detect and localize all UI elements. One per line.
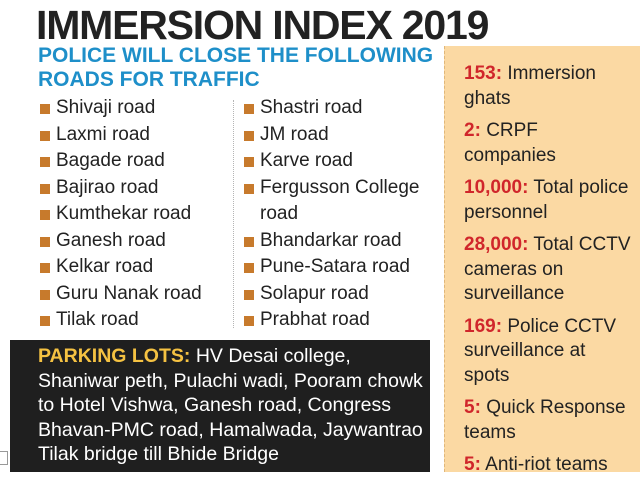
stat-item: 5: Anti-riot teams: [464, 453, 632, 478]
stat-number: 2:: [464, 120, 481, 141]
square-bullet-icon: [244, 104, 254, 114]
stat-text: Immersion ghats: [464, 63, 596, 109]
road-item: JM road: [244, 122, 434, 149]
stat-item: 5: Quick Response teams: [464, 396, 632, 445]
road-item: Ganesh road: [40, 228, 230, 255]
stat-text: Quick Response teams: [464, 397, 626, 443]
square-bullet-icon: [244, 236, 254, 247]
closed-roads-list-right: Shastri road JM road Karve road Fergusso…: [244, 95, 434, 334]
road-item: Tilak road: [40, 307, 230, 334]
parking-lots-box: PARKING LOTS: HV Desai college, Shaniwar…: [10, 340, 430, 472]
closed-roads-list-left: Shivaji road Laxmi road Bagade road Baji…: [40, 95, 230, 334]
square-bullet-icon: [244, 130, 254, 141]
square-bullet-icon: [40, 130, 50, 141]
stat-item: 153: Immersion ghats: [464, 62, 632, 111]
stat-text: Police CCTV surveillance at spots: [464, 315, 617, 386]
stat-number: 28,000:: [464, 234, 529, 255]
square-bullet-icon: [40, 157, 50, 167]
square-bullet-icon: [244, 289, 254, 300]
square-bullet-icon: [244, 183, 254, 194]
page-title: IMMERSION INDEX 2019: [36, 2, 489, 48]
column-divider: [233, 100, 234, 328]
square-bullet-icon: [40, 210, 50, 220]
stat-text: Total police personnel: [464, 177, 629, 223]
road-item: Shivaji road: [40, 95, 230, 122]
road-item: Guru Nanak road: [40, 281, 230, 308]
stat-item: 10,000: Total police personnel: [464, 176, 632, 225]
square-bullet-icon: [40, 104, 50, 114]
square-bullet-icon: [40, 316, 50, 326]
road-item: Kelkar road: [40, 254, 230, 281]
road-item: Prabhat road: [244, 307, 434, 334]
square-bullet-icon: [40, 236, 50, 247]
road-item: Pune-Satara road: [244, 254, 434, 281]
square-bullet-icon: [244, 263, 254, 273]
stat-item: 2: CRPF companies: [464, 119, 632, 168]
stat-text: Total CCTV cameras on surveillance: [464, 234, 631, 304]
road-item: Bajirao road: [40, 175, 230, 202]
road-item: Bhandarkar road: [244, 228, 434, 255]
stat-text: CRPF companies: [464, 120, 556, 166]
road-item: Bagade road: [40, 148, 230, 175]
stat-number: 169:: [464, 315, 503, 337]
stat-text: Anti-riot teams: [485, 454, 608, 475]
square-bullet-icon: [40, 263, 50, 273]
stat-item: 169: Police CCTV surveillance at spots: [464, 315, 632, 389]
road-item: Kumthekar road: [40, 201, 230, 228]
stat-number: 5:: [464, 397, 481, 418]
road-item: Solapur road: [244, 281, 434, 308]
stat-number: 153:: [464, 63, 503, 84]
square-bullet-icon: [40, 289, 50, 300]
road-item: Laxmi road: [40, 122, 230, 149]
corner-mark: [0, 451, 8, 465]
square-bullet-icon: [244, 316, 254, 326]
parking-lots-label: PARKING LOTS:: [38, 345, 191, 367]
parking-lots-text: HV Desai college, Shaniwar peth, Pulachi…: [38, 345, 423, 465]
road-item: Karve road: [244, 148, 434, 175]
road-item: Fergusson College road: [244, 175, 434, 228]
stats-sidebar: 153: Immersion ghats 2: CRPF companies 1…: [444, 46, 640, 475]
stat-number: 5:: [464, 454, 481, 475]
square-bullet-icon: [40, 183, 50, 194]
stat-number: 10,000:: [464, 177, 529, 198]
roads-subtitle: POLICE WILL CLOSE THE FOLLOWING ROADS FO…: [38, 44, 434, 91]
square-bullet-icon: [244, 157, 254, 167]
stat-item: 28,000: Total CCTV cameras on surveillan…: [464, 233, 632, 307]
road-item: Shastri road: [244, 95, 434, 122]
